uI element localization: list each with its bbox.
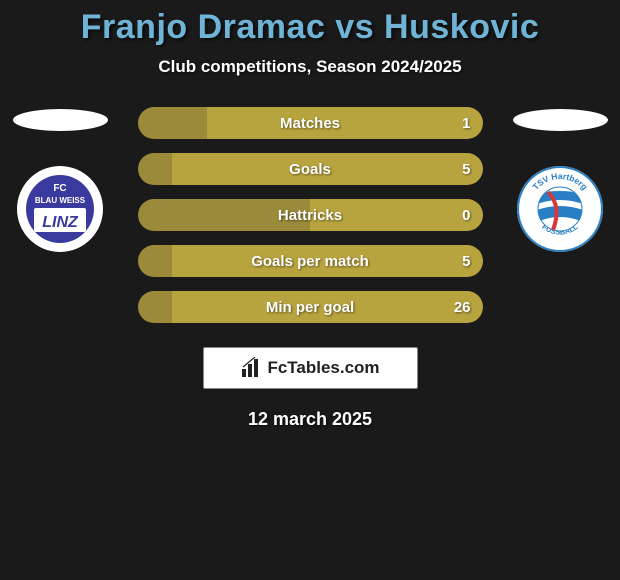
player-side-left: FC BLAU WEISS LINZ: [0, 107, 120, 252]
svg-text:LINZ: LINZ: [42, 214, 79, 231]
stat-value-right: 1: [462, 115, 470, 132]
stat-fill-left: [138, 107, 207, 139]
stat-row: Matches 1: [138, 107, 483, 139]
stat-row: Goals 5: [138, 153, 483, 185]
player-oval-right: [513, 109, 608, 131]
stat-fill-left: [138, 291, 173, 323]
comparison-card: Franjo Dramac vs Huskovic Club competiti…: [0, 0, 620, 430]
stat-label: Goals: [289, 161, 331, 178]
club-logo-right: TSV Hartberg FUSSBALL: [517, 166, 603, 252]
stat-row: Hattricks 0: [138, 199, 483, 231]
svg-text:FC: FC: [53, 183, 66, 194]
comparison-date: 12 march 2025: [0, 409, 620, 430]
stat-row: Min per goal 26: [138, 291, 483, 323]
svg-text:BLAU WEISS: BLAU WEISS: [35, 196, 86, 205]
stat-fill-left: [138, 245, 173, 277]
subtitle: Club competitions, Season 2024/2025: [0, 57, 620, 77]
player-oval-left: [13, 109, 108, 131]
stat-label: Goals per match: [251, 253, 369, 270]
bar-chart-icon: [240, 357, 262, 379]
page-title: Franjo Dramac vs Huskovic: [0, 8, 620, 47]
club-logo-left: FC BLAU WEISS LINZ: [17, 166, 103, 252]
blau-weiss-linz-badge-icon: FC BLAU WEISS LINZ: [24, 173, 96, 245]
player-side-right: TSV Hartberg FUSSBALL: [500, 107, 620, 252]
stat-label: Hattricks: [278, 207, 342, 224]
stat-fill-left: [138, 153, 173, 185]
tsv-hartberg-badge-icon: TSV Hartberg FUSSBALL: [517, 166, 603, 252]
stat-row: Goals per match 5: [138, 245, 483, 277]
stat-label: Min per goal: [266, 299, 354, 316]
stat-value-right: 0: [462, 207, 470, 224]
brand-badge[interactable]: FcTables.com: [203, 347, 418, 389]
stat-fill-right: [207, 107, 483, 139]
stat-value-right: 26: [454, 299, 471, 316]
comparison-layout: FC BLAU WEISS LINZ TSV Hartberg: [0, 107, 620, 323]
stat-value-right: 5: [462, 161, 470, 178]
brand-label: FcTables.com: [267, 358, 379, 378]
stat-label: Matches: [280, 115, 340, 132]
stat-value-right: 5: [462, 253, 470, 270]
stats-list: Matches 1 Goals 5 Hattricks 0 Goals per match 5…: [138, 107, 483, 323]
